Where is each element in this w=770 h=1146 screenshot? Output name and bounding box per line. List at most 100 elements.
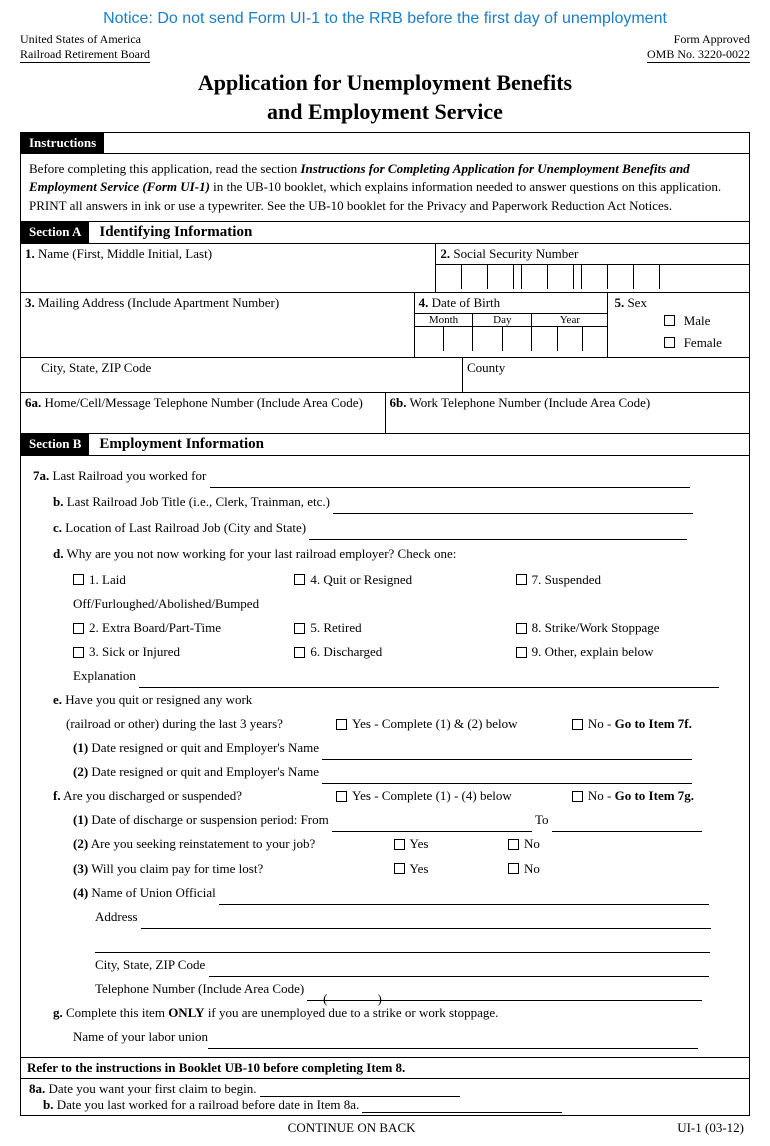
county-input[interactable] bbox=[467, 376, 745, 390]
e2-num: (2) bbox=[73, 764, 88, 779]
home-phone-input[interactable] bbox=[25, 411, 381, 431]
q7b-label: Last Railroad Job Title (i.e., Clerk, Tr… bbox=[67, 494, 330, 509]
f3-yes-checkbox[interactable] bbox=[394, 863, 405, 874]
q7f-label: Are you discharged or suspended? bbox=[63, 788, 242, 803]
section-b-tag: Section B bbox=[21, 434, 89, 455]
q7a-label: Last Railroad you worked for bbox=[53, 468, 207, 483]
q7b-num: b. bbox=[53, 494, 63, 509]
dob-day-label: Day bbox=[473, 314, 532, 326]
female-checkbox[interactable] bbox=[664, 337, 675, 348]
d8-label: 8. Strike/Work Stoppage bbox=[532, 620, 660, 635]
d5-checkbox[interactable] bbox=[294, 623, 305, 634]
f2-no-label: No bbox=[524, 836, 540, 851]
field-3-num: 3. bbox=[25, 295, 35, 310]
e-yes-checkbox[interactable] bbox=[336, 719, 347, 730]
d9-checkbox[interactable] bbox=[516, 647, 527, 658]
f1-to-input[interactable] bbox=[552, 818, 702, 832]
q8b-input[interactable] bbox=[362, 1099, 562, 1113]
tel-num-input[interactable] bbox=[392, 987, 702, 1001]
dob-month-label: Month bbox=[415, 314, 474, 326]
field-3-label: Mailing Address (Include Apartment Numbe… bbox=[38, 295, 279, 310]
e-no-label: No - bbox=[588, 716, 615, 731]
f1-to-label: To bbox=[535, 812, 549, 827]
header-left-2: Railroad Retirement Board bbox=[20, 47, 150, 63]
q7c-label: Location of Last Railroad Job (City and … bbox=[65, 520, 306, 535]
q7a-input[interactable] bbox=[210, 474, 690, 488]
e1-input[interactable] bbox=[322, 746, 692, 760]
tel-area-input[interactable] bbox=[327, 987, 377, 1001]
dob-year-label: Year bbox=[532, 314, 607, 326]
d4-label: 4. Quit or Resigned bbox=[310, 572, 412, 587]
field-6a-num: 6a. bbox=[25, 395, 41, 410]
f1-from-input[interactable] bbox=[332, 818, 532, 832]
q7a-num: 7a. bbox=[33, 468, 49, 483]
f-yes-label: Yes - Complete (1) - (4) below bbox=[352, 788, 512, 803]
f4-input[interactable] bbox=[219, 891, 709, 905]
city-input[interactable] bbox=[41, 376, 458, 390]
f3-no-checkbox[interactable] bbox=[508, 863, 519, 874]
d7-checkbox[interactable] bbox=[516, 574, 527, 585]
q7e-num: e. bbox=[53, 692, 62, 707]
q7c-input[interactable] bbox=[309, 526, 687, 540]
f4-addr2-input[interactable] bbox=[95, 939, 710, 953]
f4-csz-input[interactable] bbox=[209, 963, 709, 977]
q7d-label: Why are you not now working for your las… bbox=[67, 546, 457, 561]
page-title-2: and Employment Service bbox=[20, 98, 750, 127]
q7g-label2: if you are unemployed due to a strike or… bbox=[205, 1005, 499, 1020]
field-5-num: 5. bbox=[614, 295, 624, 310]
g-union-input[interactable] bbox=[208, 1035, 698, 1049]
field-5-label: Sex bbox=[627, 295, 647, 310]
field-6a-label: Home/Cell/Message Telephone Number (Incl… bbox=[45, 395, 363, 410]
e2-input[interactable] bbox=[322, 770, 692, 784]
ssn-grid[interactable] bbox=[436, 264, 749, 292]
d3-checkbox[interactable] bbox=[73, 647, 84, 658]
f-no-checkbox[interactable] bbox=[572, 791, 583, 802]
male-checkbox[interactable] bbox=[664, 315, 675, 326]
field-1-label: Name (First, Middle Initial, Last) bbox=[38, 246, 212, 261]
f-no-bold: Go to Item 7g. bbox=[615, 788, 694, 803]
d2-label: 2. Extra Board/Part-Time bbox=[89, 620, 221, 635]
address-input[interactable] bbox=[25, 311, 410, 355]
e1-label: Date resigned or quit and Employer's Nam… bbox=[91, 740, 319, 755]
page-title-1: Application for Unemployment Benefits bbox=[20, 69, 750, 98]
f4-num: (4) bbox=[73, 885, 88, 900]
q8a-label: Date you want your first claim to begin. bbox=[49, 1081, 257, 1096]
explanation-input[interactable] bbox=[139, 674, 719, 688]
dob-input[interactable] bbox=[415, 327, 608, 351]
d8-checkbox[interactable] bbox=[516, 623, 527, 634]
f4-addr-input[interactable] bbox=[141, 915, 711, 929]
q7e-label1: Have you quit or resigned any work bbox=[65, 692, 252, 707]
f1-num: (1) bbox=[73, 812, 88, 827]
f4-label: Name of Union Official bbox=[91, 885, 215, 900]
d7-label: 7. Suspended bbox=[532, 572, 601, 587]
field-4-num: 4. bbox=[419, 295, 429, 310]
f2-yes-checkbox[interactable] bbox=[394, 839, 405, 850]
q7e-label2: (railroad or other) during the last 3 ye… bbox=[53, 716, 283, 731]
refer-text: Refer to the instructions in Booklet UB-… bbox=[21, 1057, 749, 1079]
e-no-checkbox[interactable] bbox=[572, 719, 583, 730]
e-yes-label: Yes - Complete (1) & (2) below bbox=[352, 716, 518, 731]
d1-checkbox[interactable] bbox=[73, 574, 84, 585]
f3-yes-label: Yes bbox=[410, 861, 429, 876]
work-phone-input[interactable] bbox=[390, 411, 746, 431]
q7c-num: c. bbox=[53, 520, 62, 535]
f2-no-checkbox[interactable] bbox=[508, 839, 519, 850]
f4-addr-label: Address bbox=[95, 909, 138, 924]
f-yes-checkbox[interactable] bbox=[336, 791, 347, 802]
section-a-title: Identifying Information bbox=[89, 222, 262, 243]
f3-num: (3) bbox=[73, 861, 88, 876]
tel-paren-r: ) bbox=[377, 987, 392, 1001]
name-input[interactable] bbox=[25, 262, 431, 290]
form-id: UI-1 (03-12) bbox=[677, 1120, 744, 1136]
d4-checkbox[interactable] bbox=[294, 574, 305, 585]
d5-label: 5. Retired bbox=[310, 620, 361, 635]
instructions-tag: Instructions bbox=[21, 133, 104, 153]
d6-checkbox[interactable] bbox=[294, 647, 305, 658]
section-a-tag: Section A bbox=[21, 222, 89, 243]
q7b-input[interactable] bbox=[333, 500, 693, 514]
d2-checkbox[interactable] bbox=[73, 623, 84, 634]
field-4-label: Date of Birth bbox=[432, 295, 501, 310]
f2-num: (2) bbox=[73, 836, 88, 851]
q8a-input[interactable] bbox=[260, 1083, 460, 1097]
field-6b-label: Work Telephone Number (Include Area Code… bbox=[410, 395, 651, 410]
